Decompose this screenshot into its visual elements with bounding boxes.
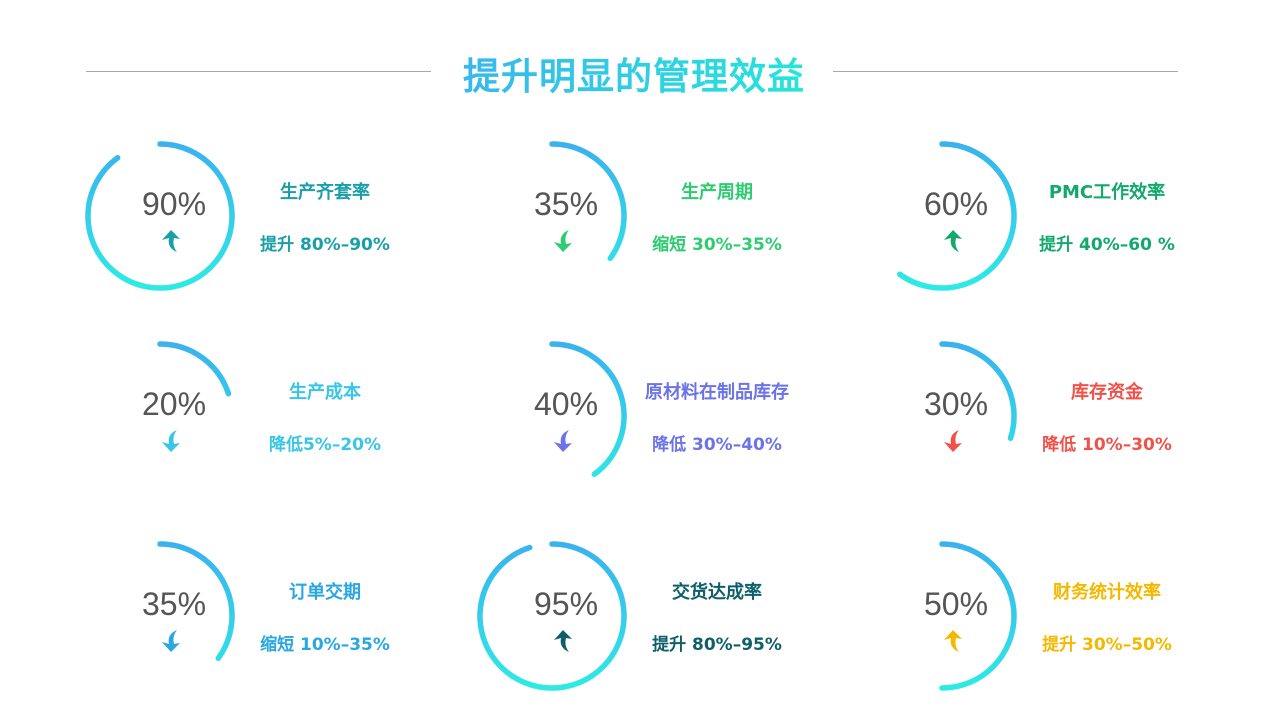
arrow-up-icon <box>944 230 962 252</box>
progress-arc <box>477 541 627 691</box>
metric-card: 35% 订单交期 缩短 10%–35% <box>80 530 410 700</box>
progress-ring <box>939 541 1017 691</box>
percent-value: 60% <box>923 186 989 222</box>
arrow-down-icon <box>162 430 180 452</box>
metric-description: 降低 10%–30% <box>1042 435 1172 455</box>
metric-description: 缩短 30%–35% <box>652 235 782 255</box>
arrow-up-icon <box>162 230 180 252</box>
progress-ring <box>157 541 235 662</box>
metric-card: 40% 原材料在制品库存 降低 30%–40% <box>472 330 802 500</box>
metric-name: 订单交期 <box>289 582 361 603</box>
metric-description: 缩短 10%–35% <box>260 635 390 655</box>
percent-value: 90% <box>141 186 207 222</box>
metric-name: 生产成本 <box>289 382 361 403</box>
progress-arc <box>549 141 627 262</box>
metric-name: 财务统计效率 <box>1053 582 1161 603</box>
metric-card: 20% 生产成本 降低5%–20% <box>80 330 410 500</box>
arrow-up-icon <box>554 630 572 652</box>
arrow-down-icon <box>162 630 180 652</box>
percent-value: 50% <box>923 586 989 622</box>
metric-description: 降低5%–20% <box>268 435 382 455</box>
progress-ring <box>549 141 627 262</box>
metric-card: 35% 生产周期 缩短 30%–35% <box>472 130 802 300</box>
metric-name: 生产周期 <box>681 182 753 203</box>
metric-description: 降低 30%–40% <box>652 435 782 455</box>
metric-card: 50% 财务统计效率 提升 30%–50% <box>862 530 1192 700</box>
metric-description: 提升 30%–50% <box>1042 635 1172 655</box>
arrow-down-icon <box>554 230 572 252</box>
percent-value: 35% <box>141 586 207 622</box>
progress-ring <box>549 341 627 477</box>
metric-name: 生产齐套率 <box>280 182 370 203</box>
title-line-left <box>86 71 431 72</box>
progress-ring <box>85 141 235 291</box>
percent-value: 30% <box>923 386 989 422</box>
progress-arc <box>157 341 232 397</box>
progress-ring <box>477 541 627 691</box>
metric-name: 库存资金 <box>1071 382 1143 403</box>
page-title: 提升明显的管理效益 <box>436 46 832 100</box>
arrow-up-icon <box>944 630 962 652</box>
metric-description: 提升 40%–60 % <box>1039 235 1175 255</box>
arrow-down-icon <box>944 430 962 452</box>
metric-card: 30% 库存资金 降低 10%–30% <box>862 330 1192 500</box>
percent-value: 40% <box>533 386 599 422</box>
metric-description: 提升 80%–90% <box>260 235 390 255</box>
progress-arc <box>939 341 1017 441</box>
metric-name: PMC工作效率 <box>1048 182 1166 203</box>
percent-value: 95% <box>533 586 599 622</box>
metric-card: 90% 生产齐套率 提升 80%–90% <box>80 130 410 300</box>
progress-ring <box>939 341 1017 441</box>
metric-name: 原材料在制品库存 <box>645 382 789 403</box>
progress-arc <box>939 541 1017 691</box>
percent-value: 35% <box>533 186 599 222</box>
progress-ring <box>157 341 232 397</box>
arrow-down-icon <box>554 430 572 452</box>
progress-arc <box>896 141 1017 291</box>
metric-name: 交货达成率 <box>672 582 762 603</box>
metric-description: 提升 80%–95% <box>652 635 782 655</box>
progress-arc <box>549 341 627 477</box>
metric-card: 60% PMC工作效率 提升 40%–60 % <box>862 130 1192 300</box>
progress-ring <box>896 141 1017 291</box>
title-line-right <box>833 71 1178 72</box>
progress-arc <box>85 141 235 291</box>
metric-card: 95% 交货达成率 提升 80%–95% <box>472 530 802 700</box>
percent-value: 20% <box>141 386 207 422</box>
progress-arc <box>157 541 235 662</box>
